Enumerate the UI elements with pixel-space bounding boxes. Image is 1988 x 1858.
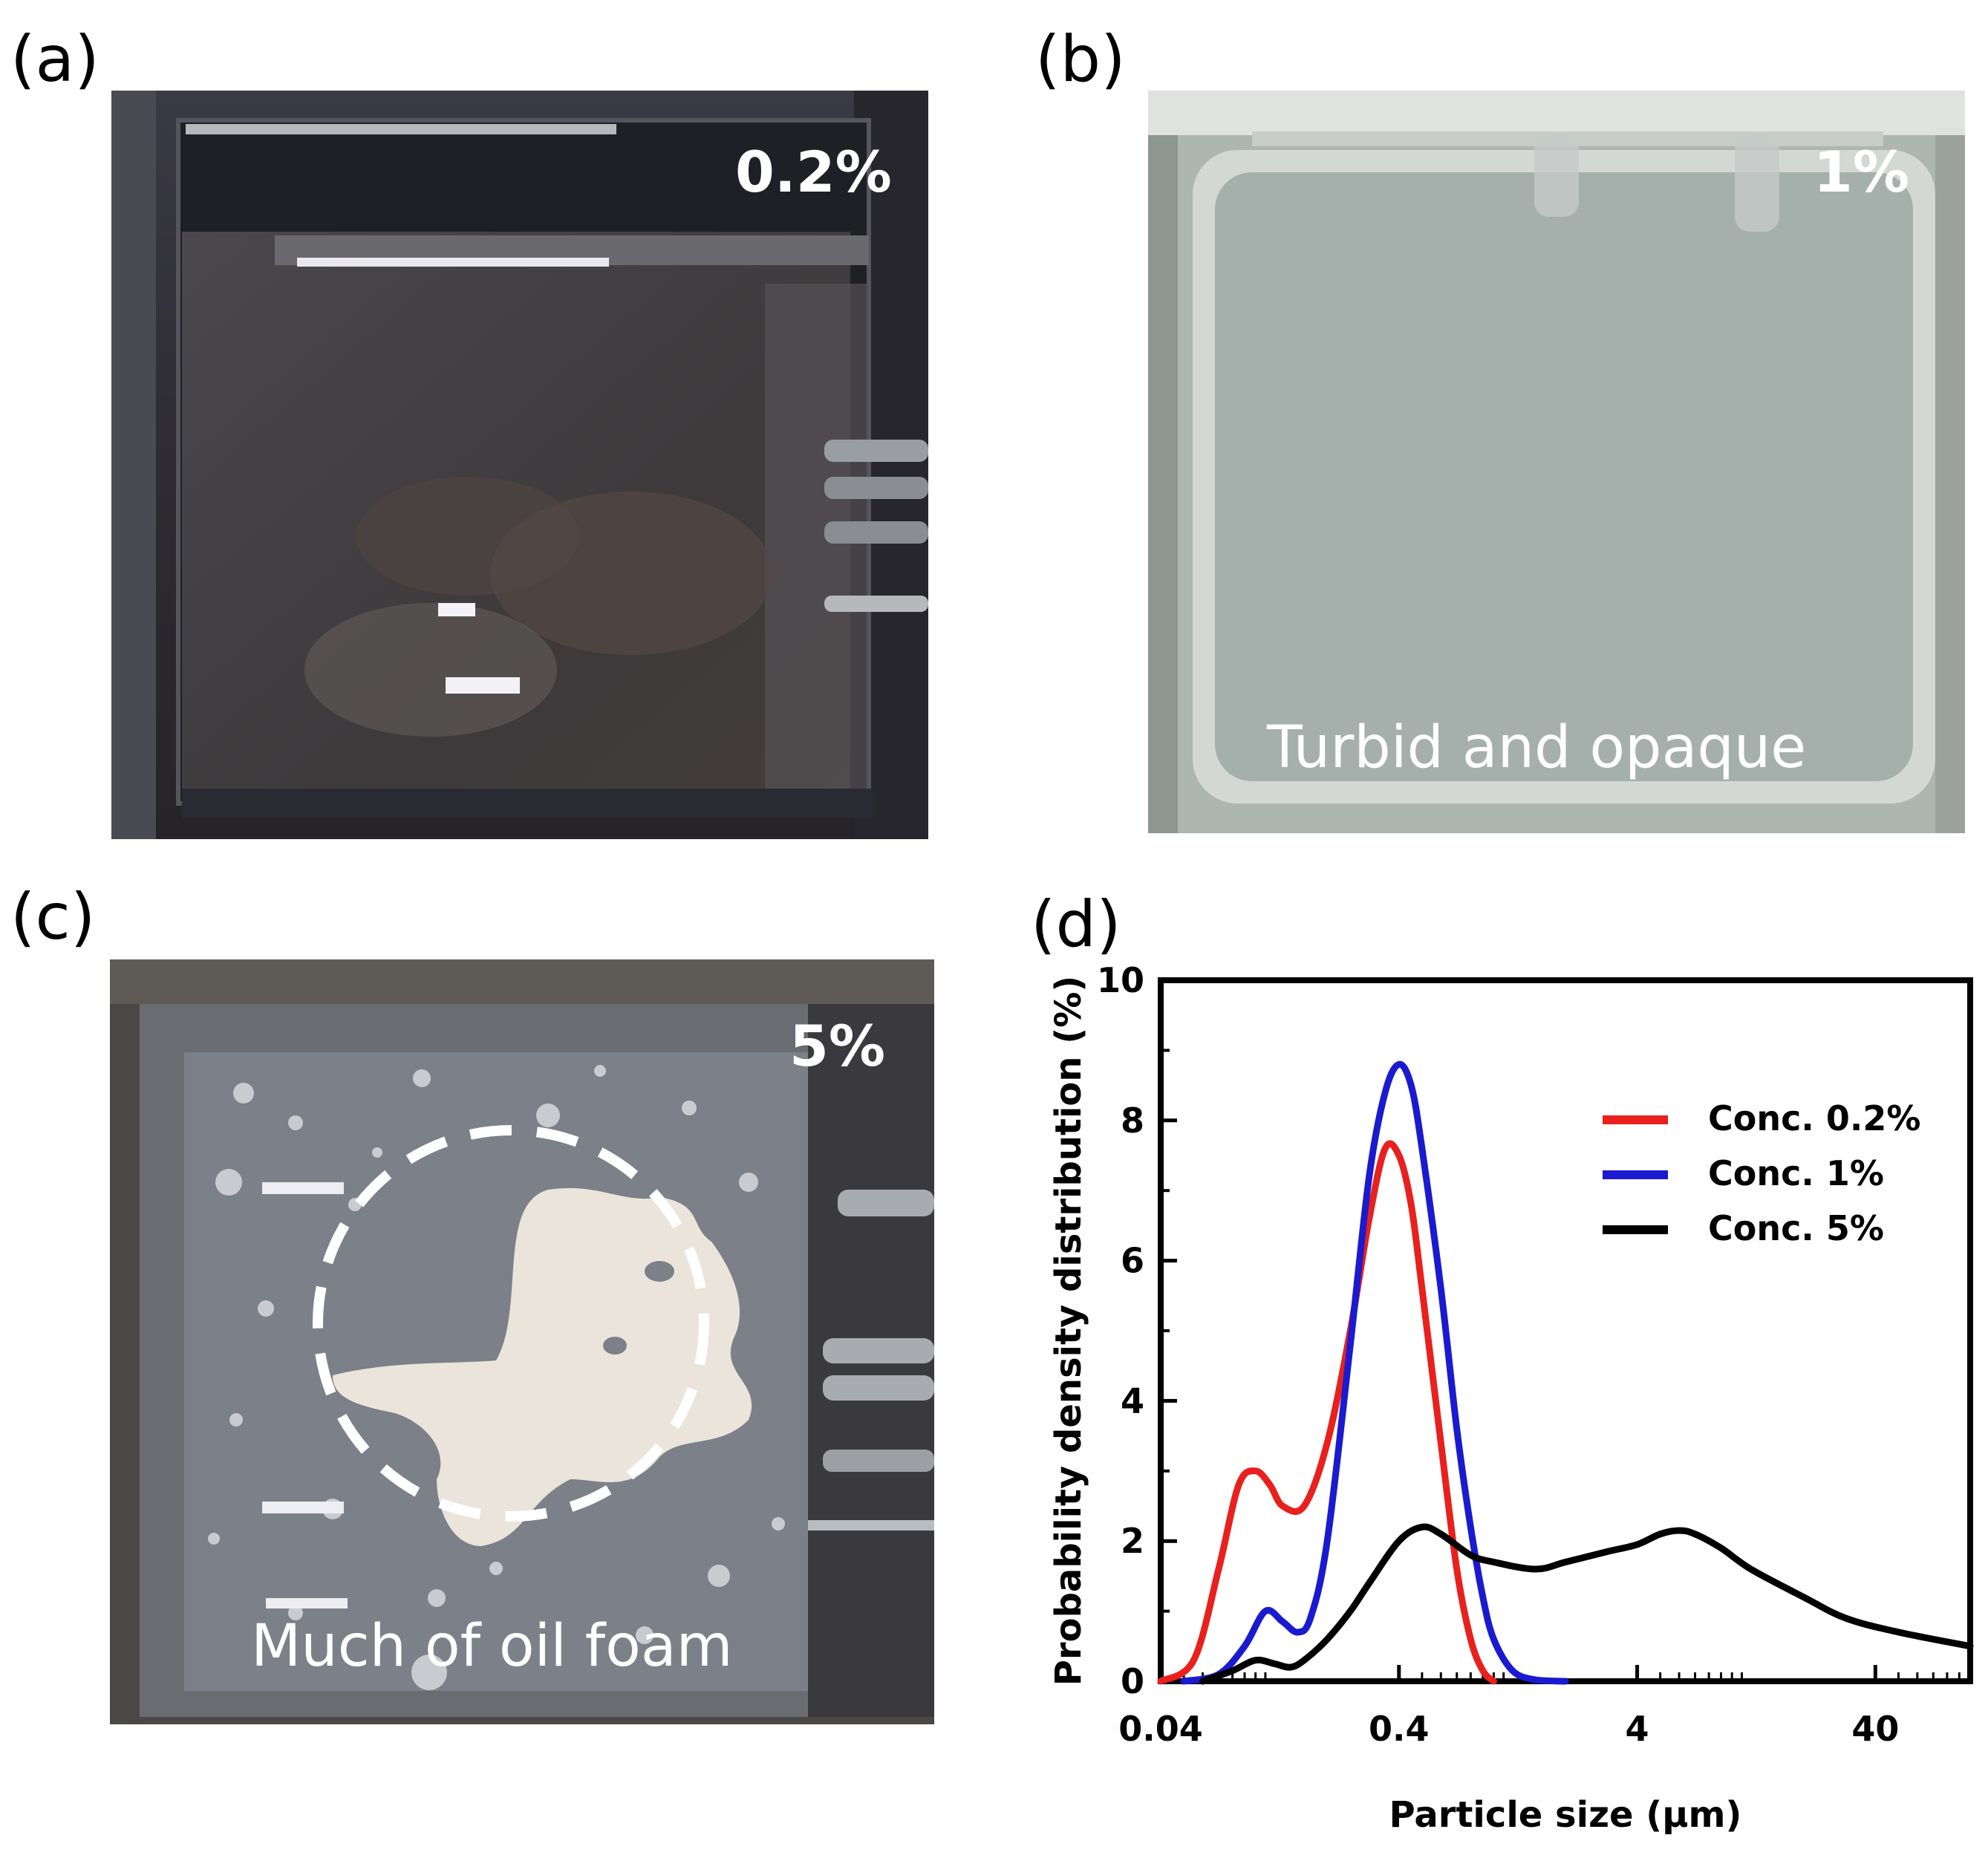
y-tick-label: 0	[1121, 1661, 1144, 1701]
panel-c-letter: (c)	[10, 880, 96, 954]
particle-size-chart: 0 2 4 6 8 10 0.04 0.4 4 40 Particle size (μm) Pr…	[1048, 960, 1974, 1836]
x-tick-label: 40	[1851, 1709, 1899, 1749]
panel-a-letter: (a)	[10, 22, 100, 97]
y-axis: 0 2 4 6 8 10	[1097, 960, 1177, 1701]
y-tick-label: 6	[1121, 1241, 1144, 1281]
x-tick-label: 4	[1626, 1709, 1649, 1749]
photo-a: 0.2%	[111, 91, 928, 839]
legend-label: Conc. 5%	[1708, 1208, 1884, 1248]
plot-frame	[1158, 977, 1973, 1684]
photo-b: 1% Turbid and opaque	[1148, 91, 1965, 833]
photo-c: 5% Much of oil foam	[110, 959, 934, 1724]
caption-b: Turbid and opaque	[1267, 714, 1807, 781]
photo-b-graphic	[1148, 91, 1965, 833]
y-tick-label: 8	[1121, 1101, 1144, 1141]
y-axis-label: Probability density distribution (%)	[1048, 976, 1089, 1686]
series-group	[1157, 1060, 1974, 1685]
x-tick-label: 0.4	[1369, 1709, 1430, 1749]
series-line-2	[1180, 1060, 1569, 1685]
concentration-label-c: 5%	[789, 1013, 886, 1079]
y-tick-label: 4	[1121, 1381, 1144, 1421]
x-axis: 0.04 0.4 4 40	[1118, 1665, 1972, 1749]
series-line-1	[1157, 1140, 1497, 1685]
concentration-label-b: 1%	[1813, 139, 1910, 205]
x-tick-label: 0.04	[1118, 1709, 1203, 1749]
photo-c-graphic	[110, 959, 934, 1724]
legend-label: Conc. 0.2%	[1708, 1098, 1920, 1138]
y-tick-label: 2	[1121, 1521, 1144, 1561]
photo-a-graphic	[111, 91, 928, 839]
caption-c: Much of oil foam	[251, 1613, 733, 1680]
y-tick-label: 10	[1097, 960, 1144, 1000]
legend-label: Conc. 1%	[1708, 1153, 1884, 1193]
concentration-label-a: 0.2%	[735, 139, 892, 205]
panel-b-letter: (b)	[1035, 22, 1126, 97]
legend: Conc. 0.2% Conc. 1% Conc. 5%	[1603, 1098, 1920, 1248]
x-axis-label: Particle size (μm)	[1389, 1794, 1742, 1836]
series-line-3	[1199, 1523, 1974, 1685]
panel-d-letter: (d)	[1031, 887, 1121, 962]
